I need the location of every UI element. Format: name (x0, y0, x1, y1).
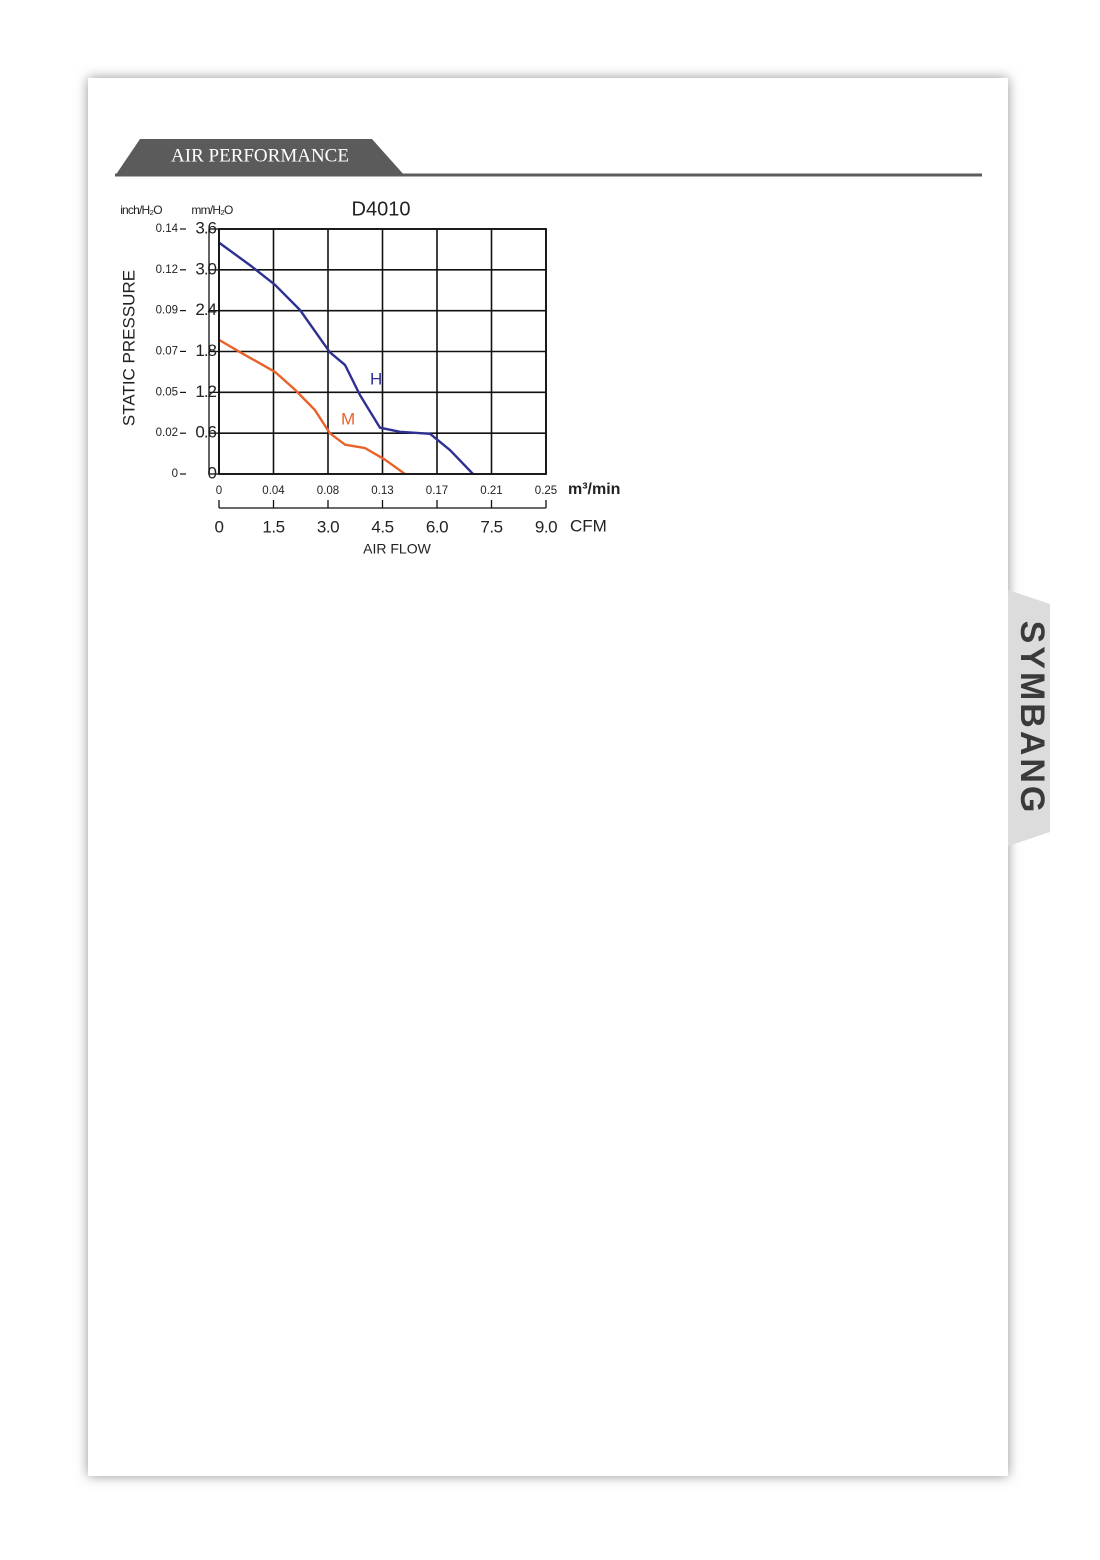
y2-tick-label: 0.12 (156, 264, 178, 276)
x-tick-label: 4.5 (371, 517, 393, 536)
y-tick-label: 3.6 (195, 218, 216, 237)
x-tick-label: 6.0 (426, 517, 448, 536)
x-tick-label: 1.5 (262, 517, 284, 536)
y2-tick-label: 0.07 (156, 345, 178, 357)
series-line (218, 241, 474, 475)
x2-tick-label: 0.04 (262, 485, 285, 497)
x2-tick-label: 0.08 (317, 485, 339, 497)
y-tick-label: 1.2 (195, 382, 216, 401)
y-tick-label: 0.6 (195, 423, 216, 442)
y2-tick-label: 0.09 (156, 305, 178, 317)
x-tick-label: 3.0 (317, 517, 339, 536)
y-tick-label: 3.0 (195, 259, 216, 278)
x2-tick-label: 0.21 (480, 485, 502, 497)
y-tick-label: 1.8 (195, 341, 216, 360)
x-axis-label: AIR FLOW (363, 541, 431, 557)
header-title: AIR PERFORMANCE (171, 145, 349, 166)
chart-title: D4010 (352, 198, 411, 220)
x2-tick-label: 0.25 (535, 485, 557, 497)
brand-tab (1008, 590, 1050, 846)
brand: SYMBANG (1013, 621, 1051, 816)
y-tick-label: 0 (208, 463, 217, 482)
series-label: H (370, 369, 382, 388)
plot-frame (218, 228, 547, 475)
x2-tick-label: 0 (216, 485, 222, 497)
y2-unit: inch/H₂O (120, 203, 162, 217)
series-line (218, 338, 406, 475)
x2-unit: m³/min (568, 481, 620, 498)
page-card (88, 78, 1008, 1476)
y-axis-label: STATIC PRESSURE (119, 270, 138, 426)
y2-tick-label: 0.14 (156, 223, 179, 235)
y2-tick-label: 0.02 (156, 427, 178, 439)
x-tick-label: 0 (215, 517, 224, 536)
x2-tick-label: 0.13 (371, 485, 393, 497)
y2-tick-label: 0.05 (156, 386, 178, 398)
y-tick-label: 2.4 (195, 300, 216, 319)
series-label: M (341, 409, 355, 428)
header-tab (115, 139, 405, 176)
x-tick-label: 7.5 (480, 517, 502, 536)
y-unit: mm/H₂O (191, 203, 233, 217)
x2-tick-label: 0.17 (426, 485, 448, 497)
x-tick-label: 9.0 (535, 517, 557, 536)
y2-tick-label: 0 (172, 468, 178, 480)
x-unit: CFM (570, 516, 607, 535)
